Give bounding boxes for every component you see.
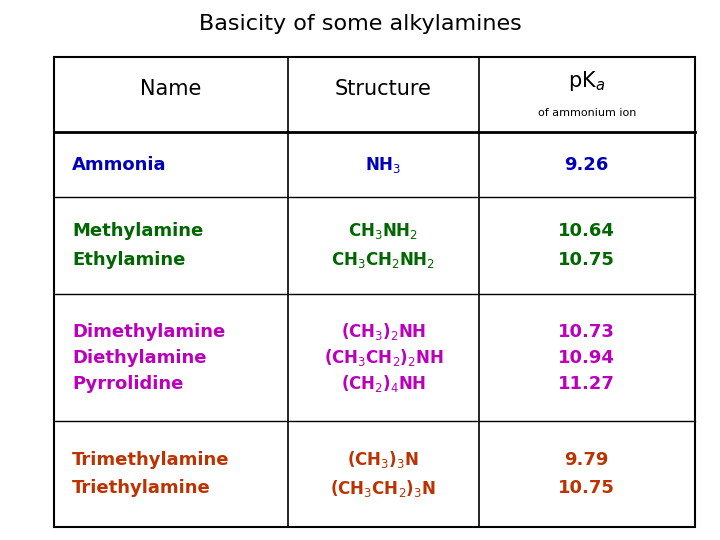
Text: Triethylamine: Triethylamine <box>72 479 211 497</box>
Text: CH$_3$CH$_2$NH$_2$: CH$_3$CH$_2$NH$_2$ <box>331 250 436 270</box>
Text: Name: Name <box>140 79 202 99</box>
Text: NH$_3$: NH$_3$ <box>366 154 401 175</box>
Text: 11.27: 11.27 <box>559 375 615 393</box>
Text: pK$_a$: pK$_a$ <box>568 69 606 93</box>
Text: 10.75: 10.75 <box>559 479 615 497</box>
Text: Ethylamine: Ethylamine <box>72 251 185 269</box>
Text: Diethylamine: Diethylamine <box>72 349 207 367</box>
Text: 9.26: 9.26 <box>564 156 609 174</box>
Text: Dimethylamine: Dimethylamine <box>72 323 225 341</box>
Text: Structure: Structure <box>335 79 432 99</box>
Text: 10.64: 10.64 <box>559 222 615 240</box>
Text: Basicity of some alkylamines: Basicity of some alkylamines <box>199 14 521 35</box>
Text: 10.73: 10.73 <box>559 323 615 341</box>
Text: CH$_3$NH$_2$: CH$_3$NH$_2$ <box>348 221 418 241</box>
Text: (CH$_2$)$_4$NH: (CH$_2$)$_4$NH <box>341 373 426 394</box>
Text: Pyrrolidine: Pyrrolidine <box>72 375 184 393</box>
Text: (CH$_3$)$_3$N: (CH$_3$)$_3$N <box>348 449 419 470</box>
Text: 10.75: 10.75 <box>559 251 615 269</box>
Text: Trimethylamine: Trimethylamine <box>72 450 230 469</box>
Text: (CH$_3$)$_2$NH: (CH$_3$)$_2$NH <box>341 321 426 342</box>
Text: (CH$_3$CH$_2$)$_3$N: (CH$_3$CH$_2$)$_3$N <box>330 477 436 498</box>
Bar <box>54 57 695 526</box>
Text: Methylamine: Methylamine <box>72 222 203 240</box>
Text: (CH$_3$CH$_2$)$_2$NH: (CH$_3$CH$_2$)$_2$NH <box>324 347 443 368</box>
Text: 10.94: 10.94 <box>559 349 615 367</box>
Text: 9.79: 9.79 <box>564 450 609 469</box>
Text: of ammonium ion: of ammonium ion <box>538 109 636 118</box>
Text: Ammonia: Ammonia <box>72 156 166 174</box>
